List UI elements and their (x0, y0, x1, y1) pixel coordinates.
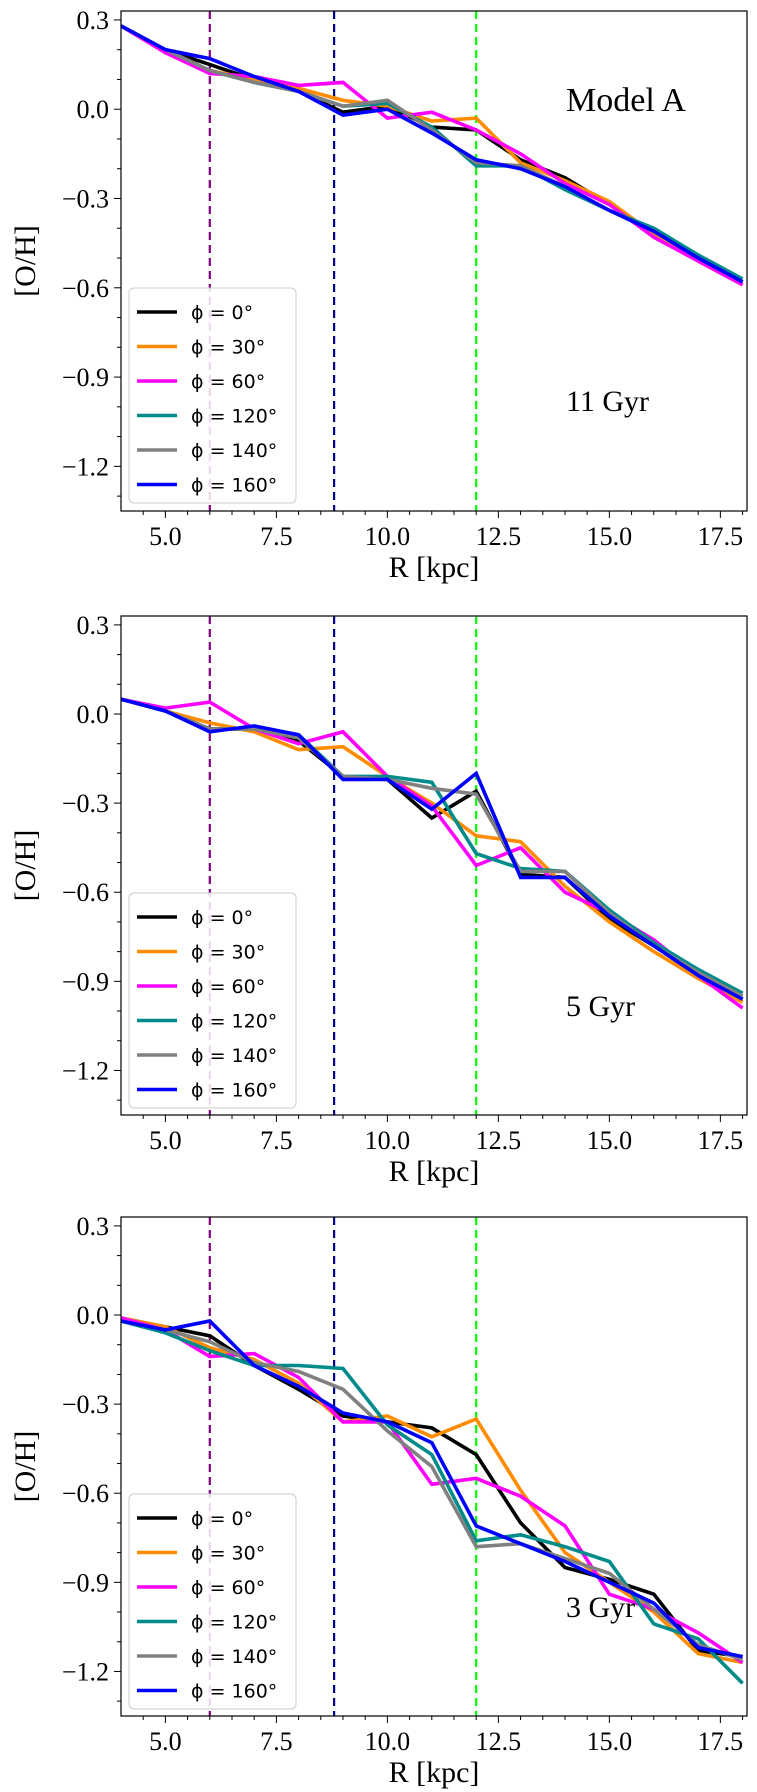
x-tick-label: 7.5 (260, 522, 293, 551)
legend-label: ϕ = 0° (191, 1508, 253, 1530)
legend: ϕ = 0° ϕ = 30° ϕ = 60° ϕ = 120° ϕ = 140° ϕ = … (128, 892, 297, 1109)
legend-label: ϕ = 0° (191, 302, 253, 324)
x-tick-label: 12.5 (476, 1126, 522, 1155)
legend-label: ϕ = 30° (191, 1543, 265, 1565)
plot-frame (120, 10, 748, 512)
series-line-6 (121, 24, 744, 284)
x-tick-label: 17.5 (698, 522, 744, 551)
x-tick-label: 5.0 (149, 522, 182, 551)
x-axis-label: R [kpc] (389, 1155, 480, 1188)
y-tick-label: −0.9 (62, 967, 109, 996)
x-tick-label: 12.5 (476, 522, 522, 551)
series-line-1 (121, 24, 744, 284)
y-tick-label: −1.2 (62, 452, 109, 481)
x-tick-label: 15.0 (587, 522, 633, 551)
series-line-1 (121, 1316, 743, 1659)
y-axis-label: [O/H] (9, 830, 42, 902)
legend-label: ϕ = 160° (191, 1681, 277, 1703)
x-tick-label: 15.0 (587, 1126, 633, 1155)
series-line-4 (121, 24, 744, 281)
y-tick-label: −0.6 (62, 274, 109, 303)
legend-label: ϕ = 120° (191, 1612, 277, 1634)
legend-label: ϕ = 60° (191, 371, 265, 393)
x-tick-label: 15.0 (587, 1727, 633, 1756)
y-tick-label: 0.0 (77, 95, 110, 124)
y-tick-label: −0.6 (62, 878, 109, 907)
series-line-6 (121, 697, 744, 1001)
series-line-4 (121, 1319, 744, 1685)
y-tick-label: −0.6 (62, 1479, 109, 1508)
x-tick-label: 17.5 (698, 1727, 744, 1756)
y-axis-label: [O/H] (9, 1431, 42, 1503)
x-tick-label: 10.0 (365, 1126, 411, 1155)
x-tick-label: 7.5 (260, 1126, 293, 1155)
legend-label: ϕ = 60° (191, 976, 265, 998)
y-tick-label: −1.2 (62, 1056, 109, 1085)
legend-label: ϕ = 140° (191, 440, 277, 462)
x-tick-label: 12.5 (476, 1727, 522, 1756)
legend-label: ϕ = 160° (191, 475, 277, 497)
time-label: 11 Gyr (566, 385, 649, 418)
time-label: 5 Gyr (566, 990, 635, 1023)
y-tick-label: −0.9 (62, 1568, 109, 1597)
legend-label: ϕ = 0° (191, 907, 253, 929)
y-tick-label: 0.0 (77, 1301, 110, 1330)
y-tick-label: −1.2 (62, 1657, 109, 1686)
legend-label: ϕ = 30° (191, 942, 265, 964)
x-tick-label: 7.5 (260, 1727, 293, 1756)
x-axis-label: R [kpc] (389, 551, 480, 584)
series-line-6 (121, 1319, 743, 1659)
x-tick-label: 5.0 (149, 1727, 182, 1756)
legend-label: ϕ = 30° (191, 337, 265, 359)
y-tick-label: 0.3 (77, 1212, 110, 1241)
plot-frame (120, 1216, 748, 1717)
chart-panel-1: 5.0 7.5 10.0 12.5 15.0 17.5 0.3 0.0 −0.3 −0.6 −0.9… (9, 6, 748, 584)
x-tick-label: 10.0 (365, 1727, 411, 1756)
x-axis-label: R [kpc] (389, 1756, 480, 1789)
x-tick-label: 5.0 (149, 1126, 182, 1155)
legend-label: ϕ = 140° (191, 1646, 277, 1668)
legend-label: ϕ = 160° (191, 1080, 277, 1102)
legend: ϕ = 0° ϕ = 30° ϕ = 60° ϕ = 120° ϕ = 140° ϕ = … (128, 1493, 297, 1710)
time-label: 3 Gyr (566, 1591, 635, 1624)
model-label: Model A (566, 82, 686, 119)
y-tick-label: 0.3 (77, 611, 110, 640)
plot-frame (120, 615, 748, 1116)
legend-label: ϕ = 60° (191, 1577, 265, 1599)
chart-panel-3: 5.0 7.5 10.0 12.5 15.0 17.5 0.3 0.0 −0.3 −0.6 −0.9… (9, 1212, 748, 1789)
legend-label: ϕ = 140° (191, 1045, 277, 1067)
chart-panel-2: 5.0 7.5 10.0 12.5 15.0 17.5 0.3 0.0 −0.3 −0.6 −0.9… (9, 611, 748, 1188)
legend-label: ϕ = 120° (191, 406, 277, 428)
y-tick-label: −0.3 (62, 1390, 109, 1419)
legend: ϕ = 0° ϕ = 30° ϕ = 60° ϕ = 120° ϕ = 140° ϕ = … (128, 287, 297, 504)
legend-label: ϕ = 120° (191, 1011, 277, 1033)
y-tick-label: −0.3 (62, 185, 109, 214)
y-tick-label: −0.9 (62, 363, 109, 392)
y-tick-label: 0.3 (77, 6, 110, 35)
x-tick-label: 17.5 (698, 1126, 744, 1155)
y-axis-label: [O/H] (9, 225, 42, 297)
y-tick-label: −0.3 (62, 789, 109, 818)
y-tick-label: 0.0 (77, 700, 110, 729)
series-line-2 (121, 697, 744, 1004)
x-tick-label: 10.0 (365, 522, 411, 551)
